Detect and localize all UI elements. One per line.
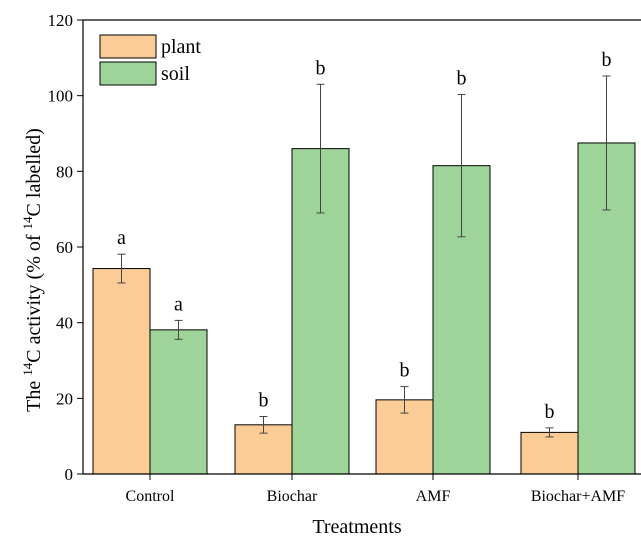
bar-plant-biochar-amf [520, 431, 579, 475]
significance-letter: a [117, 227, 126, 249]
significance-letter: b [316, 57, 326, 79]
significance-letter: b [400, 360, 410, 382]
legend-label-soil: soil [161, 63, 190, 85]
y-tick-label: 40 [56, 314, 73, 333]
bars [92, 142, 636, 475]
y-tick-label: 20 [56, 389, 73, 408]
y-tick-label: 60 [56, 238, 73, 257]
x-tick-label: Control [126, 488, 175, 505]
y-tick-label: 120 [48, 11, 74, 30]
significance-letter: b [259, 389, 269, 411]
significance-letter: a [174, 293, 183, 315]
y-tick-label: 100 [48, 87, 74, 106]
error-bars [117, 75, 611, 438]
significance-letter: b [457, 68, 467, 90]
significance-labels: a b b b a b b b [117, 49, 611, 423]
significance-letter: b [602, 49, 612, 71]
legend-label-plant: plant [161, 36, 201, 58]
x-axis-title: Treatments [312, 516, 401, 538]
y-axis-title: The 14C activity (% of 14C labelled) [20, 128, 45, 412]
significance-letter: b [545, 401, 555, 423]
legend: plant soil [99, 34, 201, 86]
y-axis: 0 20 40 60 80 100 120 [48, 11, 83, 484]
x-tick-label: Biochar [267, 488, 318, 505]
bar-soil-control [149, 329, 208, 475]
x-axis: Control Biochar AMF Biochar+AMF [126, 474, 625, 505]
y-tick-label: 80 [56, 162, 73, 181]
bar-plant-control [92, 268, 151, 475]
legend-swatch-plant [99, 34, 157, 59]
y-tick-label: 0 [65, 465, 74, 484]
legend-swatch-soil [99, 61, 157, 86]
x-tick-label: AMF [416, 488, 451, 505]
x-tick-label: Biochar+AMF [531, 488, 625, 505]
